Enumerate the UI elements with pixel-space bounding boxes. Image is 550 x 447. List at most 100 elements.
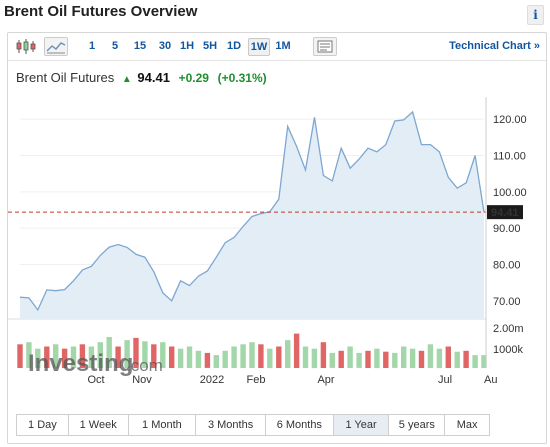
interval-button-30[interactable]: 30 bbox=[158, 40, 172, 52]
volume-bar bbox=[44, 346, 50, 368]
range-button-6-months[interactable]: 6 Months bbox=[266, 415, 334, 435]
volume-bar bbox=[311, 348, 318, 369]
x-tick-label: Feb bbox=[247, 374, 266, 386]
area-chart-icon[interactable] bbox=[44, 37, 68, 56]
volume-bar bbox=[276, 346, 282, 368]
price-change-percent: (+0.31%) bbox=[217, 71, 267, 85]
volume-bar bbox=[222, 350, 228, 368]
volume-bar bbox=[124, 340, 130, 368]
volume-bar bbox=[177, 348, 184, 369]
volume-bar bbox=[445, 346, 451, 368]
price-change: +0.29 bbox=[178, 71, 209, 85]
volume-bar bbox=[401, 346, 407, 368]
page-title: Brent Oil Futures Overview bbox=[4, 3, 198, 20]
volume-bar bbox=[356, 352, 362, 368]
volume-bar bbox=[436, 348, 443, 369]
volume-bar bbox=[61, 348, 68, 369]
volume-bar bbox=[26, 342, 32, 368]
time-range-selector: 1 Day 1 Week 1 Month 3 Months 6 Months 1 Year… bbox=[16, 414, 490, 436]
y-tick-label: 90.00 bbox=[493, 223, 521, 235]
volume-bar bbox=[133, 337, 139, 368]
x-tick-label: 2022 bbox=[200, 374, 224, 386]
volume-bar bbox=[106, 337, 112, 368]
indicators-icon[interactable] bbox=[313, 37, 337, 56]
volume-bar bbox=[151, 344, 157, 368]
y-tick-label: 120.00 bbox=[493, 114, 527, 126]
volume-bar bbox=[481, 355, 487, 368]
volume-bar bbox=[463, 350, 469, 368]
technical-chart-link[interactable]: Technical Chart » bbox=[449, 40, 540, 52]
volume-bar bbox=[115, 346, 121, 368]
volume-bar bbox=[240, 344, 246, 368]
quote-line: Brent Oil Futures ▲ 94.41 +0.29 (+0.31%) bbox=[16, 70, 267, 85]
chart-widget: 1 5 15 30 1H 5H 1D 1W 1M Technical Chart » Brent… bbox=[7, 32, 547, 444]
instrument-name: Brent Oil Futures bbox=[16, 70, 115, 85]
range-button-5-years[interactable]: 5 years bbox=[389, 415, 446, 435]
volume-bar bbox=[258, 344, 264, 368]
volume-bar bbox=[53, 344, 59, 368]
range-button-1-day[interactable]: 1 Day bbox=[17, 415, 69, 435]
volume-bar bbox=[79, 344, 86, 368]
volume-bar bbox=[409, 348, 416, 369]
y-tick-label: 70.00 bbox=[493, 296, 521, 308]
interval-button-5h[interactable]: 5H bbox=[202, 40, 218, 52]
range-button-1-month[interactable]: 1 Month bbox=[129, 415, 197, 435]
range-button-max[interactable]: Max bbox=[456, 419, 478, 431]
x-tick-label: Nov bbox=[132, 374, 152, 386]
volume-bar bbox=[472, 355, 478, 368]
volume-bar bbox=[160, 342, 166, 368]
volume-bar bbox=[142, 341, 148, 368]
range-button-3-months[interactable]: 3 Months bbox=[196, 415, 266, 435]
range-button-1-week[interactable]: 1 Week bbox=[69, 415, 129, 435]
last-price-badge-label: 94.41 bbox=[491, 207, 519, 219]
range-button-1-year[interactable]: 1 Year bbox=[333, 415, 390, 435]
interval-button-1[interactable]: 1 bbox=[88, 40, 96, 52]
volume-bar bbox=[267, 348, 273, 369]
last-price: 94.41 bbox=[137, 70, 170, 85]
volume-bar bbox=[169, 346, 175, 368]
volume-bar bbox=[213, 355, 219, 368]
volume-bar bbox=[383, 351, 389, 368]
interval-button-1w[interactable]: 1W bbox=[248, 38, 270, 56]
candlestick-chart-icon[interactable] bbox=[14, 37, 38, 56]
volume-bar bbox=[17, 344, 23, 368]
volume-bar bbox=[427, 344, 434, 368]
y-tick-label: 80.00 bbox=[493, 260, 521, 272]
volume-tick-label: 1000k bbox=[493, 344, 523, 356]
y-tick-label: 110.00 bbox=[493, 151, 526, 163]
volume-bar bbox=[231, 346, 237, 368]
x-tick-label: Oct bbox=[87, 374, 104, 386]
volume-bar bbox=[392, 352, 398, 368]
volume-bar bbox=[35, 348, 41, 369]
interval-button-1d[interactable]: 1D bbox=[226, 40, 242, 52]
x-tick-label: Au bbox=[484, 374, 497, 386]
volume-bar bbox=[97, 342, 103, 368]
volume-bar bbox=[347, 346, 353, 368]
interval-button-1h[interactable]: 1H bbox=[179, 40, 195, 52]
volume-bar bbox=[454, 351, 460, 368]
header: Brent Oil Futures Overview i bbox=[0, 0, 550, 30]
volume-bar bbox=[329, 352, 335, 368]
volume-bar bbox=[365, 350, 371, 368]
volume-bar bbox=[204, 352, 211, 368]
x-tick-label: Jul bbox=[438, 374, 452, 386]
price-chart[interactable]: Investing .com 70.00 80.00 90.00 100.00 110.… bbox=[8, 93, 546, 411]
price-area bbox=[20, 111, 484, 320]
chart-toolbar: 1 5 15 30 1H 5H 1D 1W 1M Technical Chart » bbox=[8, 33, 546, 61]
info-button[interactable]: i bbox=[527, 5, 544, 25]
volume-bar bbox=[249, 342, 255, 368]
last-price-badge bbox=[487, 205, 523, 220]
volume-bar bbox=[418, 350, 425, 368]
price-line bbox=[19, 110, 485, 312]
volume-tick-label: 2.00m bbox=[493, 323, 524, 335]
interval-button-5[interactable]: 5 bbox=[111, 40, 119, 52]
volume-bar bbox=[195, 350, 202, 368]
interval-button-1m[interactable]: 1M bbox=[275, 40, 291, 52]
volume-bar bbox=[285, 340, 291, 368]
volume-bar bbox=[302, 346, 309, 368]
volume-bar bbox=[374, 348, 380, 369]
y-tick-label: 100.00 bbox=[493, 187, 527, 199]
volume-bar bbox=[70, 346, 77, 368]
volume-bar bbox=[338, 350, 344, 368]
interval-button-15[interactable]: 15 bbox=[133, 40, 147, 52]
